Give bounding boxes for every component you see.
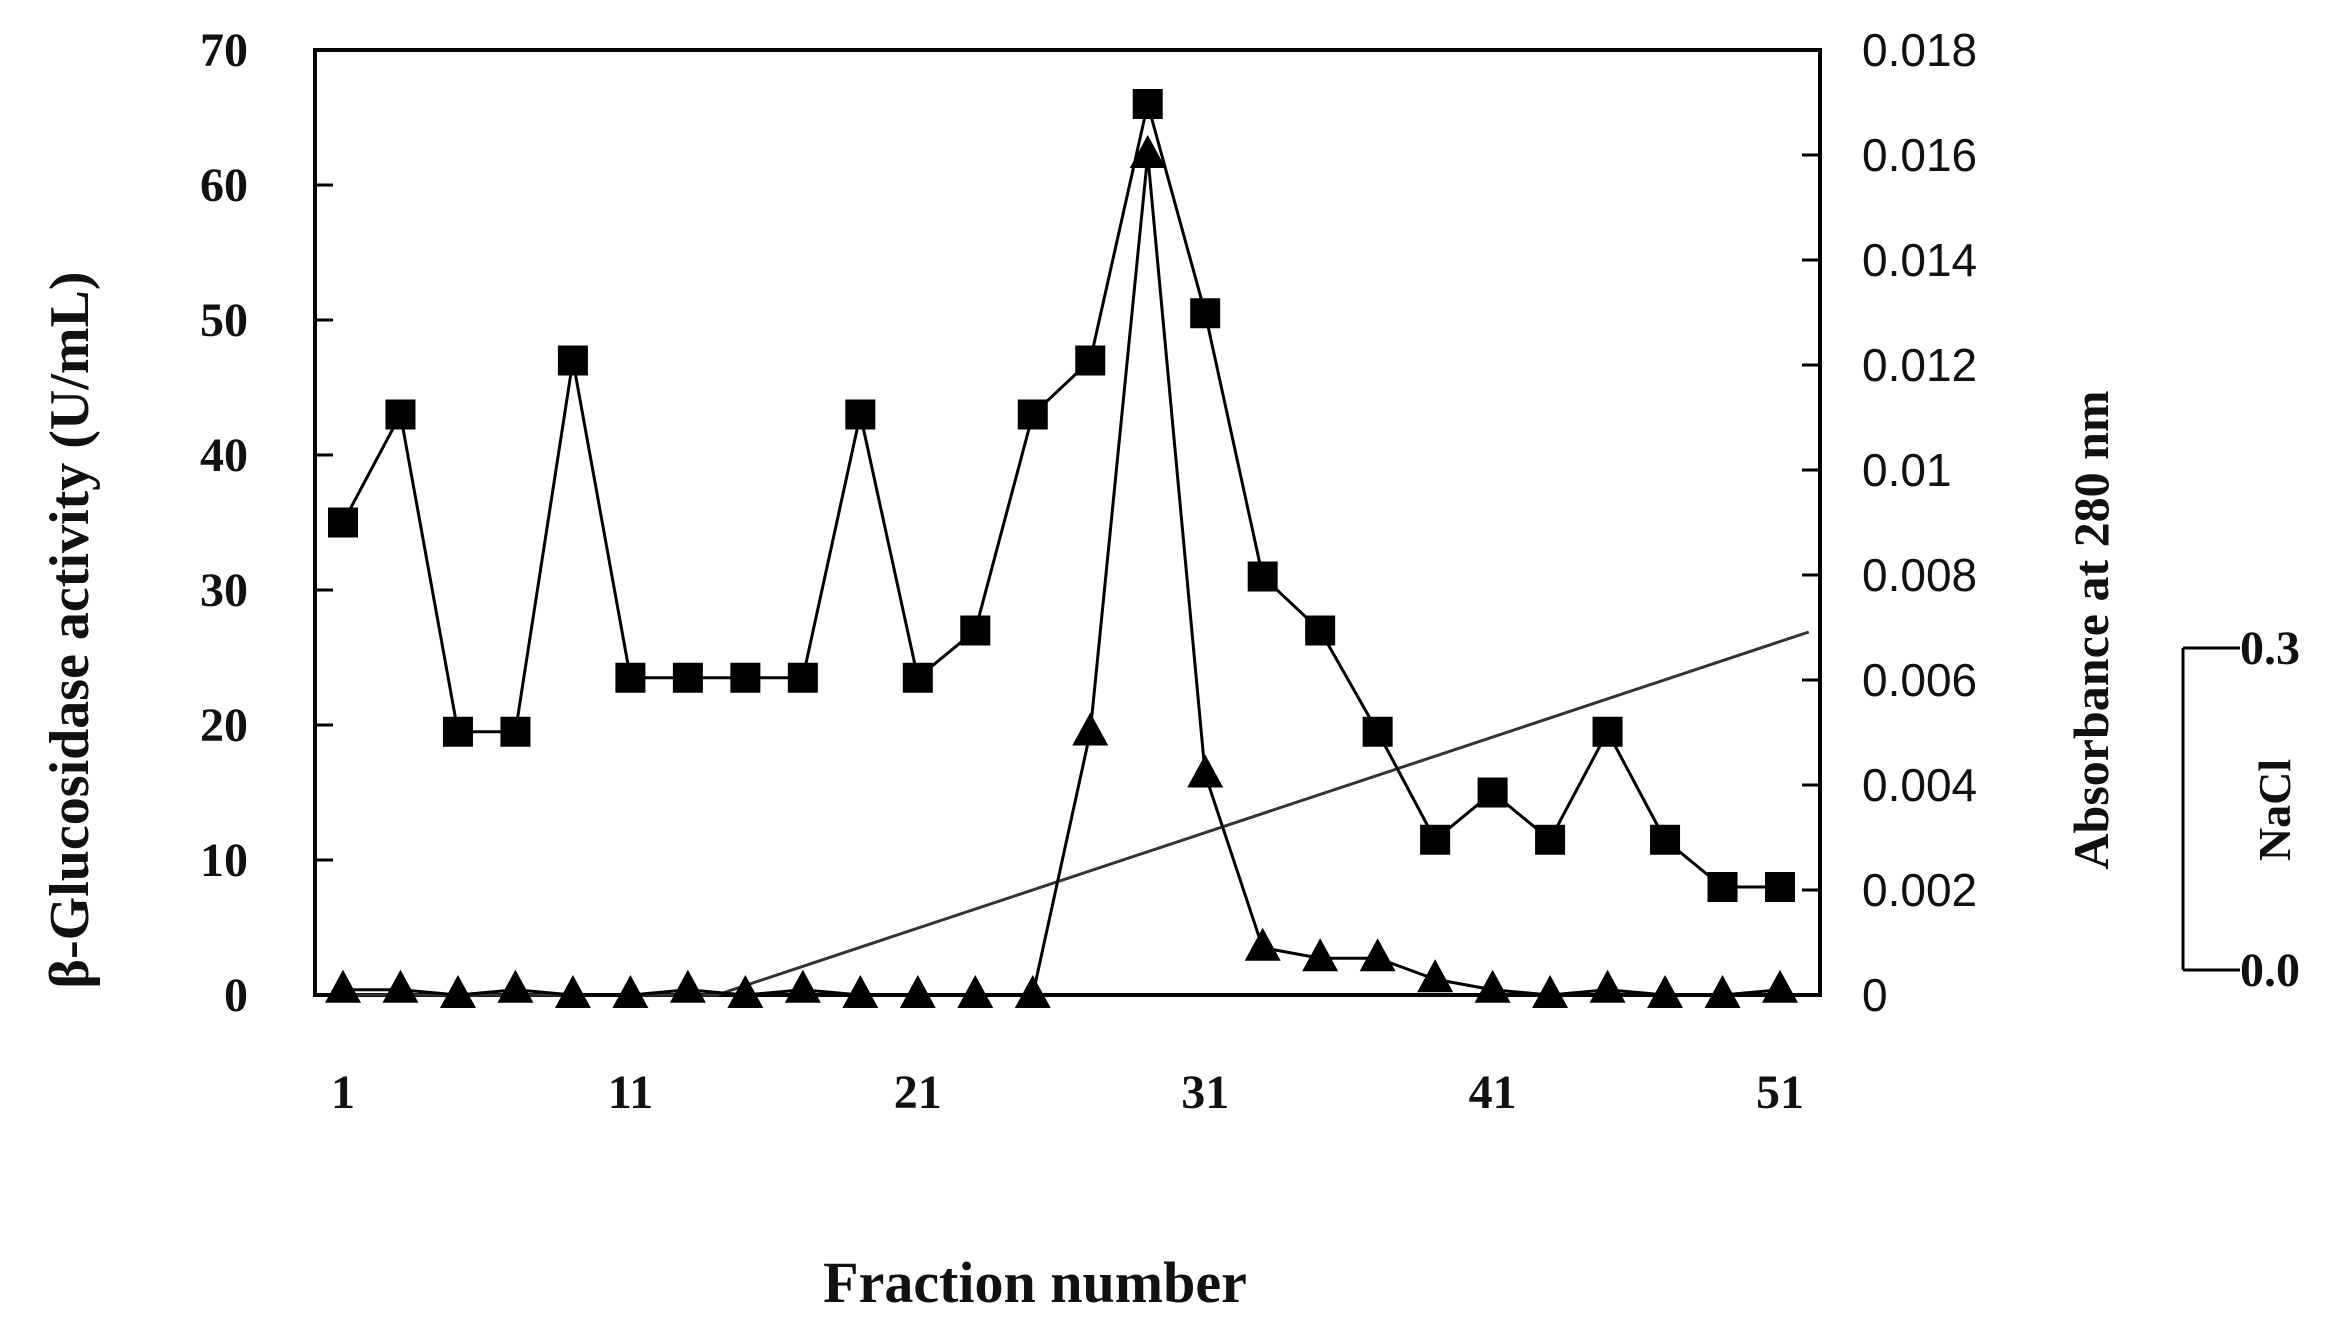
left-y-tick-label: 70 [200,24,248,77]
left-y-axis-title: β-Glucosidase activity (U/mL) [39,272,101,989]
activity-point [500,716,531,747]
absorbance-point [1474,969,1511,1003]
activity-point [960,615,991,646]
series-layer [325,89,1810,1008]
left-y-tick-label: 60 [200,159,248,212]
activity-series-line [341,103,1780,889]
activity-point [1707,872,1738,902]
right-y-tick-label: 0.018 [1862,24,1977,76]
right-y-tick-label: 0 [1862,969,1888,1021]
absorbance-point [612,975,649,1008]
absorbance-point [325,969,361,1003]
left-y-tick-label: 50 [200,294,248,347]
right-y-tick-label: 0.004 [1862,759,1977,811]
right-y-tick-label: 0.01 [1862,444,1952,496]
activity-point [787,662,818,693]
x-tick-label: 1 [331,1066,355,1119]
right-y-tick-label: 0.006 [1862,654,1977,706]
x-axis-ticks: 1 11 21 31 41 51 [331,1066,1804,1119]
activity-point [328,507,358,538]
activity-point [442,716,473,747]
absorbance-point [1187,754,1224,788]
activity-point [1592,716,1623,747]
absorbance-point [554,975,591,1008]
activity-point [1017,399,1048,430]
x-tick-label: 11 [608,1066,653,1119]
absorbance-point [1704,975,1741,1008]
nacl-scale: 0.3 0.0 NaCl [2181,622,2300,997]
absorbance-point [1244,927,1281,961]
left-y-axis-ticks: 0 10 20 30 40 50 60 70 [200,24,333,1022]
activity-point [1075,345,1106,376]
activity-point [1650,824,1681,855]
activity-point [1765,872,1795,902]
absorbance-series-line [343,154,1781,997]
absorbance-point [1417,959,1454,993]
activity-point [1362,716,1393,747]
x-axis-title: Fraction number [823,1250,1247,1315]
absorbance-point [1532,975,1569,1008]
right-y-tick-label: 0.014 [1862,234,1977,286]
right-y-axis-title: Absorbance at 280 nm [2063,390,2119,869]
absorbance-point [1014,975,1051,1008]
x-tick-label: 21 [894,1066,942,1119]
left-y-tick-label: 20 [200,699,248,752]
activity-point [1477,777,1508,808]
right-y-tick-label: 0.016 [1862,129,1977,181]
absorbance-point [1359,938,1396,972]
x-tick-label: 31 [1181,1066,1229,1119]
absorbance-point [1302,938,1339,972]
activity-point [730,662,761,693]
absorbance-point [669,969,706,1003]
nacl-scale-bottom-label: 0.0 [2240,944,2300,997]
activity-point [557,345,588,376]
x-tick-label: 41 [1469,1066,1517,1119]
absorbance-point [497,969,534,1003]
x-tick-label: 51 [1756,1066,1804,1119]
absorbance-point [382,969,419,1003]
right-y-tick-label: 0.008 [1862,549,1977,601]
plot-frame [313,48,1822,997]
nacl-gradient-line [343,630,1810,997]
absorbance-point [842,975,879,1008]
nacl-axis-title: NaCl [2249,759,2300,861]
activity-point [1132,89,1163,119]
left-y-tick-label: 0 [224,969,248,1022]
activity-point [615,662,646,693]
nacl-scale-top-label: 0.3 [2240,622,2300,675]
activity-point [845,399,876,430]
absorbance-point [957,975,994,1008]
absorbance-point [1762,969,1798,1003]
left-y-tick-label: 10 [200,834,248,887]
left-y-tick-label: 40 [200,429,248,482]
absorbance-point [784,969,821,1003]
activity-point [1305,615,1336,646]
absorbance-point [1072,712,1109,746]
absorbance-point [899,975,936,1008]
absorbance-point [727,975,764,1008]
right-y-axis-ticks: 0 0.002 0.004 0.006 0.008 0.01 0.012 0.014 0.016… [1802,24,1977,1021]
absorbance-point [1647,975,1684,1008]
activity-point [385,399,416,430]
right-y-tick-label: 0.002 [1862,864,1977,916]
activity-point [1247,561,1278,592]
absorbance-point [1589,969,1626,1003]
activity-point [1420,824,1451,855]
right-y-tick-label: 0.012 [1862,339,1977,391]
activity-point [672,662,703,693]
left-y-tick-label: 30 [200,564,248,617]
activity-point [1190,298,1221,329]
activity-point [902,662,933,693]
absorbance-point [439,975,476,1008]
activity-point [1535,824,1566,855]
absorbance-point [1129,135,1166,168]
